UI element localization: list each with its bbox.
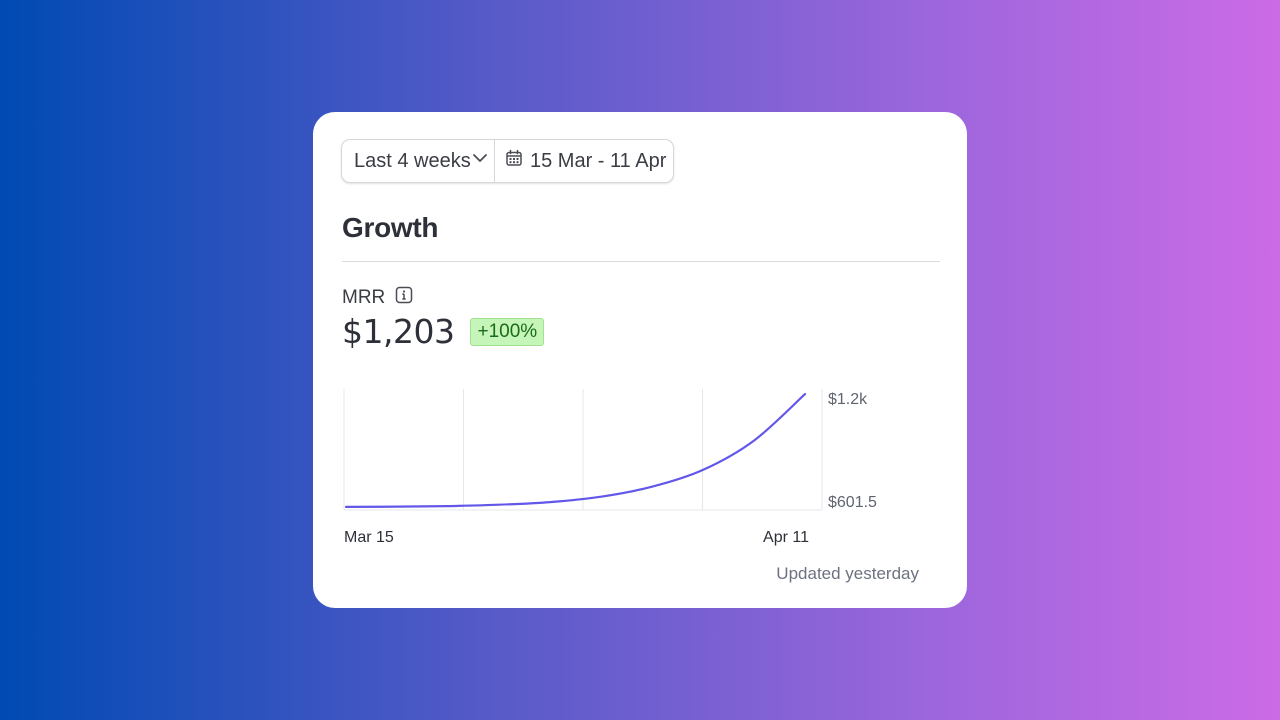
section-title: Growth — [342, 212, 439, 243]
y-tick-label: $1.2k — [828, 391, 868, 408]
change-badge: +100% — [470, 317, 545, 346]
date-range-label: 15 Mar - 11 Apr — [530, 149, 667, 172]
x-tick-label: Mar 15 — [344, 529, 394, 546]
range-select[interactable]: Last 4 weeks — [342, 140, 495, 182]
mrr-chart: $1.2k $601.5 Mar 15 Apr 11 — [343, 389, 877, 546]
metric-value: $1,203 — [342, 312, 455, 351]
date-range-button[interactable]: 15 Mar - 11 Apr — [495, 140, 673, 182]
date-toolbar: Last 4 weeks — [341, 139, 674, 183]
series-line — [344, 393, 807, 508]
metric-label: MRR — [342, 287, 386, 308]
updated-status: Updated yesterday — [776, 564, 919, 583]
y-tick-label: $601.5 — [828, 494, 877, 511]
divider — [342, 261, 940, 262]
info-icon[interactable] — [395, 286, 413, 310]
metric-value-row: $1,203 +100% — [342, 312, 545, 351]
metric-label-row: MRR — [342, 286, 413, 310]
range-select-label: Last 4 weeks — [354, 149, 471, 172]
chevron-down-icon — [471, 149, 489, 173]
growth-card: Last 4 weeks — [313, 112, 967, 608]
x-tick-label: Apr 11 — [763, 529, 809, 546]
calendar-icon — [505, 149, 530, 173]
